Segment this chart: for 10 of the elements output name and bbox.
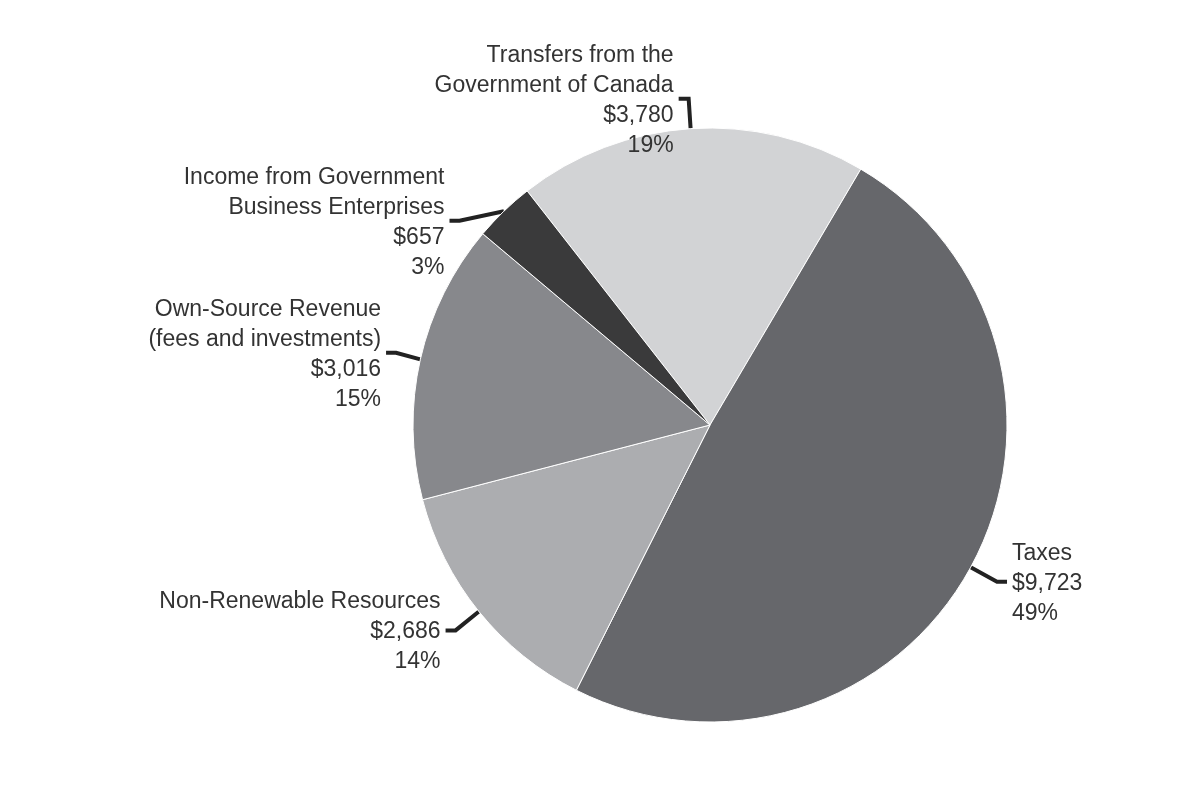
slice-label: Transfers from the Government of Canada: [434, 40, 674, 97]
slice-label: Own-Source Revenue (fees and investments): [148, 294, 382, 351]
slice-label: Taxes: [1012, 538, 1073, 565]
data-label: $3,780 19%: [603, 100, 674, 157]
slice-label: Non-Renewable Resources: [159, 587, 441, 614]
slice-label: Income from Government Business Enterprises: [183, 162, 446, 219]
data-label: $9,723 49%: [1012, 568, 1083, 625]
data-label: $3,016 15%: [310, 354, 382, 411]
data-label: $2,686 14%: [370, 617, 441, 674]
data-label: $657 3%: [393, 222, 445, 279]
